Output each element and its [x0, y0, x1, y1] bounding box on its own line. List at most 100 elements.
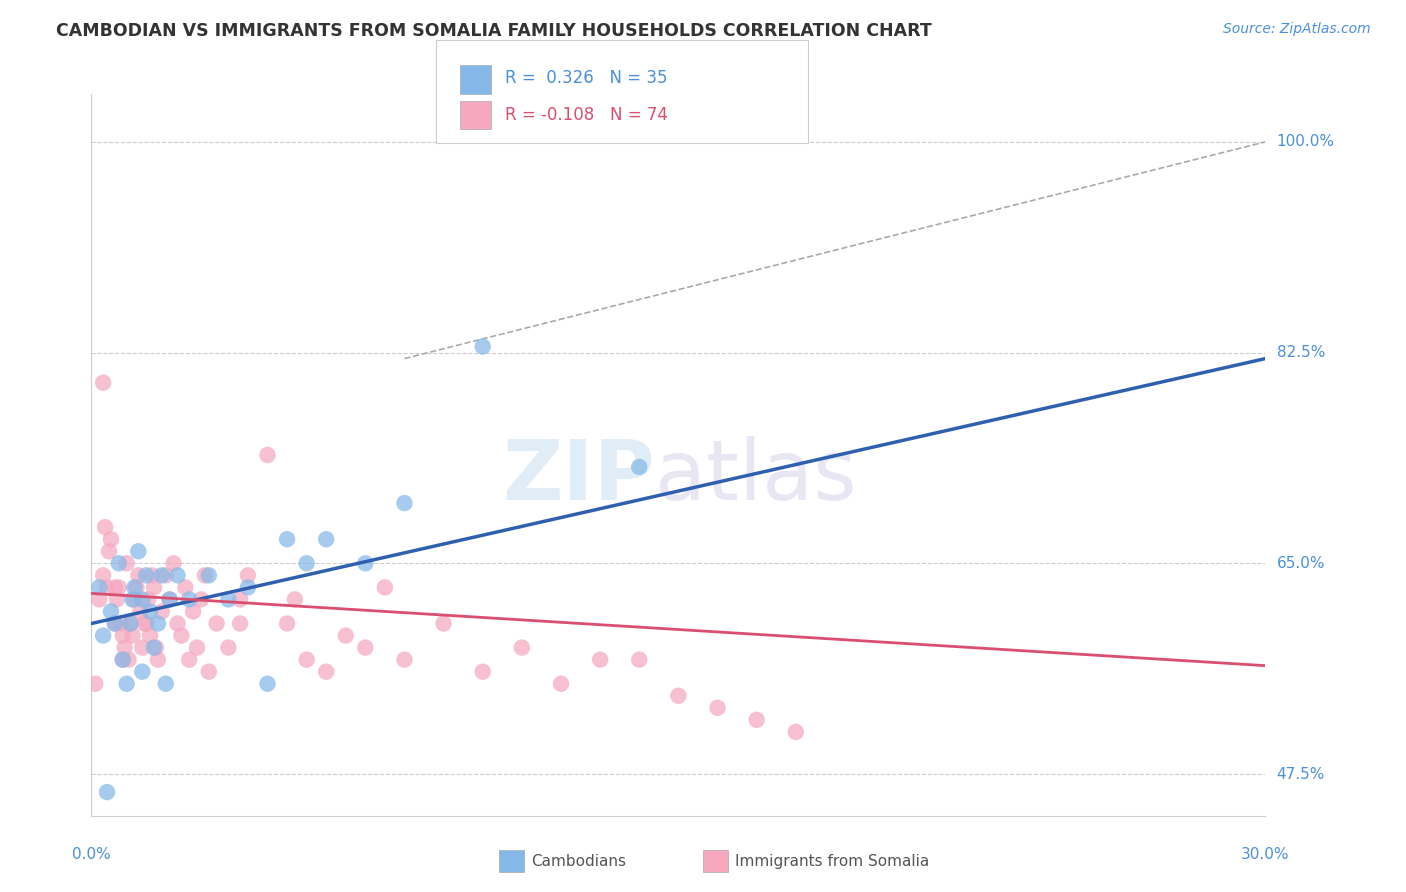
Point: [550, 677, 572, 691]
Point: [127, 568, 149, 582]
Point: [276, 532, 298, 546]
Point: [785, 725, 807, 739]
Point: [295, 557, 318, 571]
Point: [374, 581, 396, 595]
Point: [315, 665, 337, 679]
Point: [197, 665, 219, 679]
Point: [91, 376, 114, 390]
Text: 82.5%: 82.5%: [1277, 345, 1324, 360]
Point: [432, 616, 454, 631]
Point: [91, 568, 114, 582]
Point: [110, 616, 132, 631]
Point: [628, 653, 651, 667]
Point: [217, 640, 239, 655]
Point: [335, 629, 357, 643]
Point: [131, 592, 153, 607]
Point: [145, 640, 167, 655]
Point: [194, 568, 217, 582]
Point: [159, 592, 181, 607]
Text: 47.5%: 47.5%: [1277, 766, 1324, 781]
Point: [96, 785, 118, 799]
Point: [124, 592, 146, 607]
Point: [179, 592, 201, 607]
Text: atlas: atlas: [655, 436, 856, 517]
Point: [179, 653, 201, 667]
Text: CAMBODIAN VS IMMIGRANTS FROM SOMALIA FAMILY HOUSEHOLDS CORRELATION CHART: CAMBODIAN VS IMMIGRANTS FROM SOMALIA FAM…: [56, 22, 932, 40]
Point: [121, 592, 143, 607]
Point: [143, 581, 166, 595]
Point: [229, 616, 252, 631]
Text: R =  0.326   N = 35: R = 0.326 N = 35: [505, 69, 668, 87]
Point: [117, 653, 139, 667]
Point: [107, 581, 129, 595]
Text: 100.0%: 100.0%: [1277, 135, 1334, 149]
Point: [105, 592, 128, 607]
Point: [134, 616, 156, 631]
Point: [159, 592, 181, 607]
Point: [155, 677, 177, 691]
Point: [135, 616, 157, 631]
Point: [143, 640, 166, 655]
Point: [174, 581, 197, 595]
Point: [190, 592, 212, 607]
Point: [170, 629, 193, 643]
Point: [114, 640, 136, 655]
Point: [1059, 822, 1081, 836]
Point: [111, 653, 134, 667]
Text: Immigrants from Somalia: Immigrants from Somalia: [735, 855, 929, 869]
Point: [181, 605, 204, 619]
Point: [107, 557, 129, 571]
Point: [125, 581, 148, 595]
Point: [104, 616, 127, 631]
Point: [256, 677, 278, 691]
Point: [135, 568, 157, 582]
Point: [315, 532, 337, 546]
Point: [120, 616, 142, 631]
Point: [96, 581, 118, 595]
Point: [127, 544, 149, 558]
Point: [84, 677, 107, 691]
Point: [276, 616, 298, 631]
Point: [236, 568, 259, 582]
Point: [150, 605, 173, 619]
Point: [229, 592, 252, 607]
Point: [217, 592, 239, 607]
Point: [115, 677, 138, 691]
Point: [394, 653, 416, 667]
Point: [129, 605, 152, 619]
Point: [155, 568, 177, 582]
Point: [111, 653, 134, 667]
Point: [121, 629, 143, 643]
Text: ZIP: ZIP: [502, 436, 655, 517]
Point: [205, 616, 228, 631]
Point: [354, 640, 377, 655]
Point: [100, 532, 122, 546]
Point: [1136, 833, 1159, 847]
Point: [124, 581, 146, 595]
Point: [589, 653, 612, 667]
Point: [236, 581, 259, 595]
Point: [141, 568, 163, 582]
Point: [89, 581, 111, 595]
Point: [162, 557, 184, 571]
Text: 30.0%: 30.0%: [1241, 847, 1289, 862]
Point: [104, 581, 127, 595]
Point: [104, 616, 127, 631]
Point: [91, 629, 114, 643]
Text: 65.0%: 65.0%: [1277, 556, 1324, 571]
Point: [89, 592, 111, 607]
Point: [115, 557, 138, 571]
Point: [98, 544, 121, 558]
Point: [166, 568, 188, 582]
Point: [146, 653, 169, 667]
Point: [136, 592, 159, 607]
Point: [284, 592, 307, 607]
Point: [94, 520, 117, 534]
Point: [131, 665, 153, 679]
Text: R = -0.108   N = 74: R = -0.108 N = 74: [505, 106, 668, 124]
Point: [139, 629, 162, 643]
Point: [139, 605, 162, 619]
Point: [471, 340, 494, 354]
Point: [256, 448, 278, 462]
Text: Cambodians: Cambodians: [531, 855, 627, 869]
